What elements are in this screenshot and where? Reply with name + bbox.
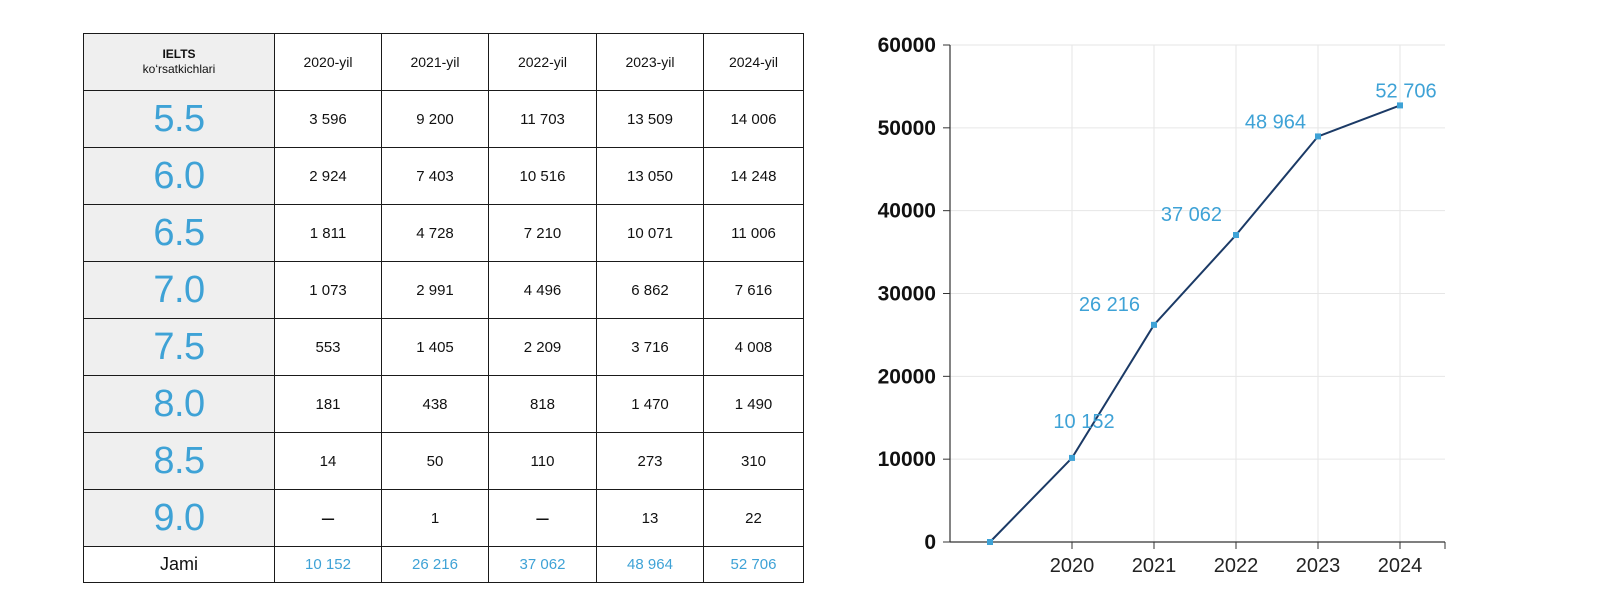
header-year-2022: 2022-yil: [488, 33, 597, 91]
total-row: Jami 10 152 26 216 37 062 48 964 52 706: [83, 546, 804, 583]
x-tick-label: 2021: [1132, 555, 1177, 577]
y-tick-label: 40000: [878, 200, 936, 223]
table-row: 6.5 1 811 4 728 7 210 10 071 11 006: [83, 204, 804, 262]
table-row: 9.0–1–13 22: [83, 489, 804, 547]
y-tick-label: 50000: [878, 117, 936, 140]
table-cell: 2 209: [488, 318, 597, 376]
header-year-2023: 2023-yil: [596, 33, 704, 91]
table-cell: 4 496: [488, 261, 597, 319]
band-score-label: 5.5: [83, 90, 275, 148]
table-row: 8.5 14 50 110 273 310: [83, 432, 804, 490]
table-cell: 14 248: [703, 147, 804, 205]
table-row: 7.0 1 073 2 991 4 496 6 862 7 616: [83, 261, 804, 319]
table-header-row: IELTS ko‘rsatkichlari 2020-yil 2021-yil …: [83, 33, 804, 91]
band-score-label: 6.0: [83, 147, 275, 205]
table-cell: 438: [381, 375, 489, 433]
ielts-score-table: IELTS ko‘rsatkichlari 2020-yil 2021-yil …: [83, 33, 804, 583]
table-body: 5.5 3 596 9 200 11 703 13 509 14 006 6.0 2 924 7…: [83, 90, 804, 583]
total-cell: 26 216: [381, 546, 489, 583]
table-cell: 1 470: [596, 375, 704, 433]
x-tick-label: 2022: [1214, 555, 1259, 577]
table-cell: 2 924: [274, 147, 382, 205]
total-cell: 37 062: [488, 546, 597, 583]
total-label: Jami: [83, 546, 275, 583]
y-tick-label: 20000: [878, 365, 936, 388]
band-score-label: 6.5: [83, 204, 275, 262]
x-tick-label: 2024: [1378, 555, 1423, 577]
x-tick-label: 2020: [1050, 555, 1095, 577]
y-tick-label: 60000: [878, 34, 936, 57]
total-cell: 48 964: [596, 546, 704, 583]
data-point: [1069, 454, 1075, 461]
table-cell: 3 596: [274, 90, 382, 148]
band-score-label: 9.0: [83, 489, 275, 547]
table-row: 6.0 2 924 7 403 10 516 13 050 14 248: [83, 147, 804, 205]
table-cell: 14: [274, 432, 382, 490]
table-cell: 1 073: [274, 261, 382, 319]
data-point: [987, 539, 993, 545]
table-cell: 13 050: [596, 147, 704, 205]
y-tick-label: 30000: [878, 283, 936, 306]
data-label: 10 152: [1053, 411, 1114, 433]
x-tick-label: 2023: [1296, 555, 1341, 577]
data-label: 37 062: [1161, 204, 1222, 226]
table-cell: 10 516: [488, 147, 597, 205]
header-ielts-line2: ko‘rsatkichlari: [142, 62, 216, 76]
data-label: 48 964: [1245, 111, 1306, 133]
table-row: 8.0 181 438 818 1 470 1 490: [83, 375, 804, 433]
table-cell: 11 006: [703, 204, 804, 262]
band-score-label: 7.0: [83, 261, 275, 319]
table-cell: 9 200: [381, 90, 489, 148]
table-cell: 3 716: [596, 318, 704, 376]
table-cell: 310: [703, 432, 804, 490]
total-cell: 52 706: [703, 546, 804, 583]
table-cell: 14 006: [703, 90, 804, 148]
header-ielts-line1: IELTS: [162, 47, 196, 61]
table-cell: 22: [703, 489, 804, 547]
table-cell: 110: [488, 432, 597, 490]
data-point: [1397, 102, 1403, 109]
table-cell: –: [274, 489, 382, 547]
data-point: [1315, 133, 1321, 140]
table-cell: –: [488, 489, 597, 547]
table-cell: 1: [381, 489, 489, 547]
data-label: 26 216: [1079, 294, 1140, 316]
band-score-label: 7.5: [83, 318, 275, 376]
y-tick-label: 0: [924, 531, 936, 554]
table-cell: 10 071: [596, 204, 704, 262]
table-cell: 7 210: [488, 204, 597, 262]
table-cell: 1 405: [381, 318, 489, 376]
y-tick-label: 10000: [878, 448, 936, 471]
data-point: [1233, 232, 1239, 239]
total-cell: 10 152: [274, 546, 382, 583]
table-cell: 13 509: [596, 90, 704, 148]
series-line: [989, 104, 1401, 543]
header-year-2024: 2024-yil: [703, 33, 804, 91]
data-point: [1151, 321, 1157, 328]
table-cell: 13: [596, 489, 704, 547]
data-label: 52 706: [1375, 80, 1436, 102]
table-cell: 4 008: [703, 318, 804, 376]
table-cell: 818: [488, 375, 597, 433]
table-row: 5.5 3 596 9 200 11 703 13 509 14 006: [83, 90, 804, 148]
band-score-label: 8.5: [83, 432, 275, 490]
table-cell: 11 703: [488, 90, 597, 148]
table-cell: 2 991: [381, 261, 489, 319]
header-ielts-label: IELTS ko‘rsatkichlari: [83, 33, 275, 91]
table-row: 7.5 553 1 405 2 209 3 716 4 008: [83, 318, 804, 376]
